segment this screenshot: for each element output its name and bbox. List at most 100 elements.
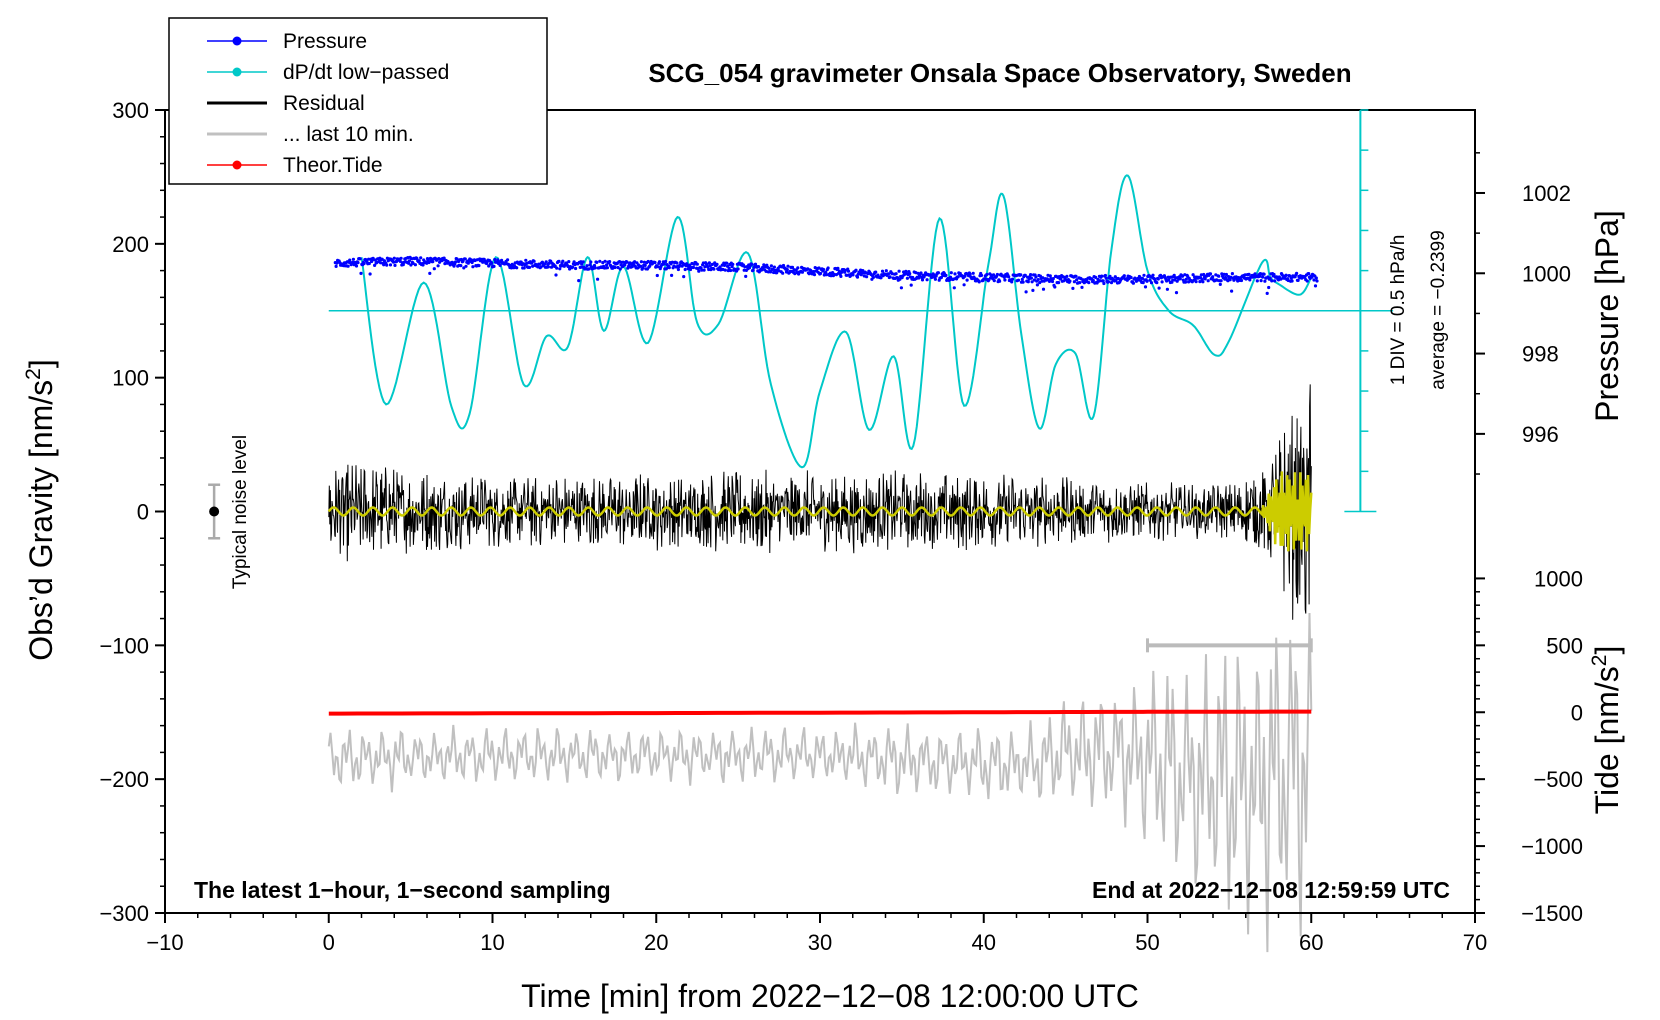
pressure-point	[1191, 273, 1195, 277]
pressure-point	[894, 272, 898, 276]
pressure-point	[492, 264, 496, 268]
pressure-point	[1232, 278, 1236, 282]
pressure-point	[546, 265, 551, 269]
pressure-point	[675, 261, 679, 265]
pressure-point	[1116, 276, 1120, 281]
pressure-point	[818, 271, 823, 276]
pressure-point	[1057, 281, 1061, 285]
pressure-point	[1261, 275, 1265, 279]
pressure-point	[1040, 279, 1044, 283]
pressure-point	[1059, 277, 1063, 281]
pressure-point	[603, 259, 607, 263]
pressure-point	[846, 269, 851, 273]
pressure-point	[688, 263, 692, 267]
pressure-point	[1174, 276, 1178, 280]
pressure-point	[356, 261, 360, 265]
pressure-point	[1259, 279, 1263, 283]
pressure-point	[1053, 285, 1057, 289]
pressure-point	[407, 261, 411, 265]
pressure-point	[722, 263, 727, 267]
pressure-point	[796, 266, 800, 270]
pressure-point	[477, 264, 481, 268]
pressure-point	[346, 264, 350, 268]
pressure-point	[1296, 278, 1300, 282]
pressure-point	[1295, 271, 1299, 275]
pressure-point	[691, 265, 696, 270]
legend: Pressure dP/dt low−passed Residual ... last…	[168, 17, 548, 185]
pressure-point	[577, 279, 581, 283]
pressure-point	[839, 274, 843, 278]
pressure-point	[655, 273, 659, 278]
pressure-point	[1174, 291, 1179, 295]
series-dpdt-line	[360, 174, 1313, 469]
legend-marker	[232, 36, 242, 46]
pressure-point	[1065, 274, 1069, 278]
pressure-point	[524, 258, 528, 262]
pressure-tick-label: 998	[1522, 342, 1559, 367]
pressure-point	[393, 263, 397, 267]
pressure-point	[871, 275, 876, 279]
pressure-point	[736, 267, 740, 271]
y-tick-label: 100	[112, 366, 149, 391]
pressure-point	[498, 263, 502, 267]
pressure-point	[572, 260, 576, 264]
pressure-point	[1149, 281, 1154, 285]
pressure-point	[1313, 284, 1318, 288]
pressure-point	[1104, 276, 1108, 280]
pressure-point	[1020, 277, 1024, 281]
x-tick-label: 30	[808, 930, 832, 955]
pressure-point	[1305, 279, 1309, 283]
pressure-point	[879, 276, 883, 280]
pressure-point	[1268, 276, 1272, 280]
pressure-point	[358, 257, 362, 261]
pressure-point	[455, 257, 459, 261]
pressure-point	[971, 271, 975, 275]
pressure-point	[743, 265, 747, 269]
series-pressure-points	[333, 255, 1319, 295]
pressure-point	[985, 272, 989, 277]
pressure-point	[832, 272, 836, 276]
pressure-point	[471, 265, 475, 269]
pressure-point	[1156, 277, 1160, 281]
pressure-point	[936, 271, 941, 275]
pressure-point	[821, 267, 826, 272]
pressure-point	[769, 270, 773, 274]
pressure-point	[639, 264, 643, 268]
pressure-point	[1047, 279, 1052, 283]
pressure-point	[874, 270, 878, 274]
y-tick-label: 200	[112, 232, 149, 257]
pressure-point	[855, 275, 860, 279]
pressure-point	[683, 267, 687, 272]
pressure-point	[710, 262, 715, 266]
pressure-point	[1314, 276, 1318, 280]
y-axis-label-pressure: Pressure [hPa]	[1589, 210, 1625, 422]
pressure-point	[1010, 277, 1015, 281]
pressure-point	[670, 273, 674, 277]
pressure-point	[1201, 280, 1205, 284]
pressure-point	[767, 266, 771, 270]
pressure-point	[723, 268, 727, 272]
pressure-point	[653, 260, 657, 265]
pressure-point	[812, 273, 817, 277]
pressure-point	[662, 262, 666, 266]
pressure-point	[1048, 274, 1052, 278]
pressure-point	[695, 262, 699, 266]
pressure-point	[1230, 272, 1234, 276]
pressure-point	[388, 263, 393, 267]
pressure-point	[1091, 278, 1095, 283]
pressure-point	[639, 260, 644, 264]
pressure-point	[1106, 280, 1111, 284]
pressure-point	[466, 261, 470, 265]
pressure-point	[682, 275, 686, 279]
legend-label: ... last 10 min.	[283, 123, 414, 146]
pressure-point	[1262, 272, 1266, 276]
pressure-point	[453, 260, 458, 264]
end-time-note: End at 2022−12−08 12:59:59 UTC	[1092, 877, 1450, 903]
pressure-point	[824, 273, 829, 277]
pressure-point	[598, 259, 602, 263]
pressure-point	[351, 257, 355, 261]
pressure-point	[557, 259, 561, 263]
pressure-point	[949, 271, 953, 275]
x-tick-label: 40	[972, 930, 996, 955]
pressure-point	[1224, 272, 1228, 277]
